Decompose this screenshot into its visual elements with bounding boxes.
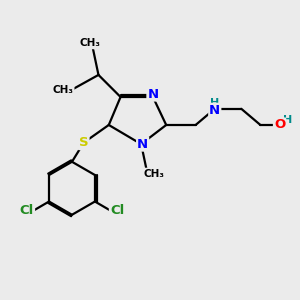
Text: N: N: [147, 88, 158, 100]
Text: S: S: [79, 136, 88, 149]
Text: Cl: Cl: [110, 205, 124, 218]
Text: N: N: [137, 138, 148, 151]
Text: CH₃: CH₃: [144, 169, 165, 178]
Text: N: N: [209, 104, 220, 117]
Text: H: H: [210, 98, 219, 109]
Text: CH₃: CH₃: [79, 38, 100, 48]
Text: CH₃: CH₃: [52, 85, 74, 94]
Text: O: O: [274, 118, 285, 131]
Text: Cl: Cl: [20, 205, 34, 218]
Text: H: H: [283, 115, 292, 125]
